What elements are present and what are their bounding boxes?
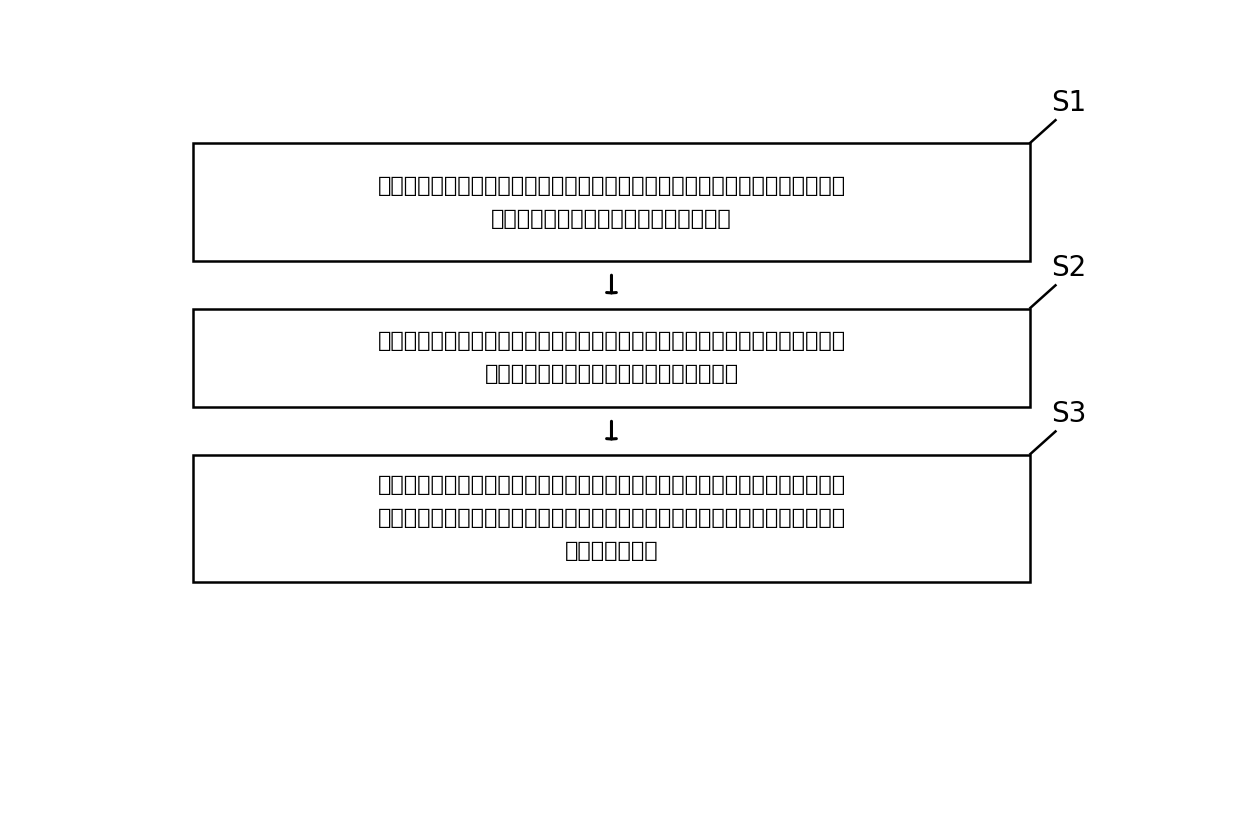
Bar [193,309,1029,407]
Text: S1: S1 [1050,89,1086,117]
Text: 按照所述业务路径的路径段从前向后的顺序，依次为所述业务路径的各个路径段: 按照所述业务路径的路径段从前向后的顺序，依次为所述业务路径的各个路径段 [377,332,846,351]
Text: 对光网络的业务路径分割，得出至少一个路径段，每个路径段的前半段和后半段: 对光网络的业务路径分割，得出至少一个路径段，每个路径段的前半段和后半段 [377,176,846,196]
Text: S2: S2 [1050,254,1086,282]
Text: 分别位于所述业务路径的相邻的两个节点: 分别位于所述业务路径的相邻的两个节点 [491,209,732,229]
Bar [193,455,1029,582]
Text: S3: S3 [1050,400,1086,428]
Text: 所述业务路径的各个路径段的当前分配的业务处理方式满足业务频谱需求时，根: 所述业务路径的各个路径段的当前分配的业务处理方式满足业务频谱需求时，根 [377,475,846,495]
Text: 径段使用的频率: 径段使用的频率 [564,541,658,561]
Text: 尝试分配满足业务频谱需求的业务处理方式: 尝试分配满足业务频谱需求的业务处理方式 [485,365,739,384]
Text: 据所述业务路径的各个路径段的当前分配的业务处理方式，分配业务路径上各路: 据所述业务路径的各个路径段的当前分配的业务处理方式，分配业务路径上各路 [377,508,846,528]
Bar [193,144,1029,261]
